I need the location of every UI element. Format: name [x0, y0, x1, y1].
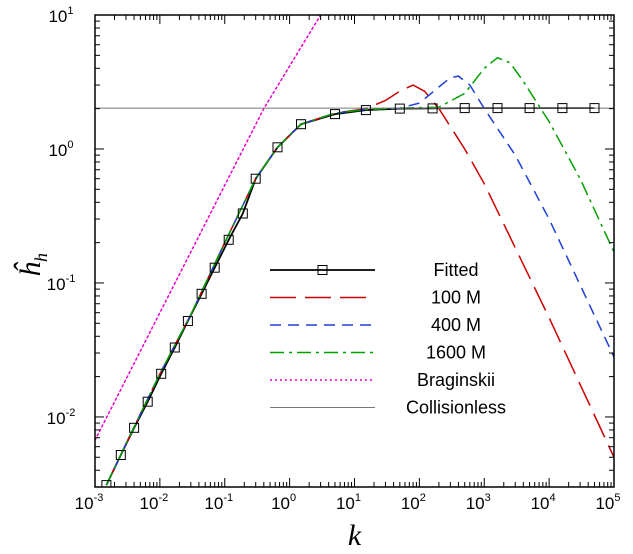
data-point-marker: [330, 109, 340, 120]
y-axis-label: ĥh: [14, 253, 51, 277]
legend-label: Collisionless: [406, 398, 506, 418]
legend: Fitted 100 M 400 M 1600 M Braginskii Collisio…: [270, 260, 506, 418]
x-tick-label: 100: [271, 492, 296, 513]
y-tick-label: 10-1: [47, 273, 76, 294]
y-axis-label-sub: h: [31, 253, 51, 262]
data-point-marker: [182, 316, 193, 326]
series-layer: [95, 15, 614, 487]
data-point-marker: [250, 173, 261, 184]
series-line-100-m: [105, 84, 614, 486]
series-line-1600-m: [105, 56, 614, 486]
legend-label: Fitted: [433, 260, 478, 280]
y-axis-label-main: ĥ: [14, 261, 47, 277]
data-point-marker: [115, 450, 126, 460]
ticks-layer: 10-3 10-2 10-1 100 101 102 103 104 105 10-2 10-1 10…: [47, 5, 621, 513]
y-tick-label: 100: [48, 139, 73, 160]
data-point-marker: [492, 103, 503, 114]
x-tick-label: 101: [336, 492, 361, 513]
x-tick-label: 10-1: [204, 492, 233, 513]
x-tick-label: 105: [595, 492, 620, 513]
y-tick-label: 101: [48, 5, 73, 26]
data-point-marker: [196, 288, 207, 299]
series-line-braginskii: [95, 15, 322, 441]
x-tick-label: 103: [466, 492, 491, 513]
data-point-marker: [129, 422, 140, 433]
y-tick-label: 10-2: [47, 407, 76, 428]
data-point-marker: [223, 234, 234, 245]
data-point-marker: [142, 396, 153, 407]
legend-label: 1600 M: [426, 343, 486, 363]
legend-marker: [317, 265, 328, 275]
data-point-marker: [459, 103, 470, 114]
x-tick-label: 10-2: [140, 492, 169, 513]
data-point-marker: [427, 103, 438, 114]
legend-label: 100 M: [431, 288, 481, 308]
data-point-marker: [589, 103, 600, 114]
data-point-marker: [272, 142, 283, 153]
data-point-marker: [524, 103, 535, 114]
series-line-fitted: [105, 107, 595, 486]
data-point-marker: [169, 342, 180, 353]
data-point-marker: [209, 262, 220, 273]
data-point-marker: [156, 368, 167, 379]
data-point-marker: [394, 103, 405, 114]
x-tick-label: 104: [531, 492, 556, 513]
data-point-marker: [557, 103, 568, 114]
data-point-marker: [360, 105, 371, 116]
legend-label: Braginskii: [417, 370, 495, 390]
x-axis-label: k: [348, 519, 362, 552]
series-line-400-m: [105, 75, 614, 486]
data-point-marker: [296, 119, 306, 130]
plot-frame: [94, 14, 615, 488]
legend-label: 400 M: [431, 315, 481, 335]
data-point-marker: [237, 208, 248, 219]
data-point-marker: [101, 480, 112, 487]
x-tick-label: 102: [401, 492, 426, 513]
x-tick-label: 10-3: [75, 492, 104, 513]
